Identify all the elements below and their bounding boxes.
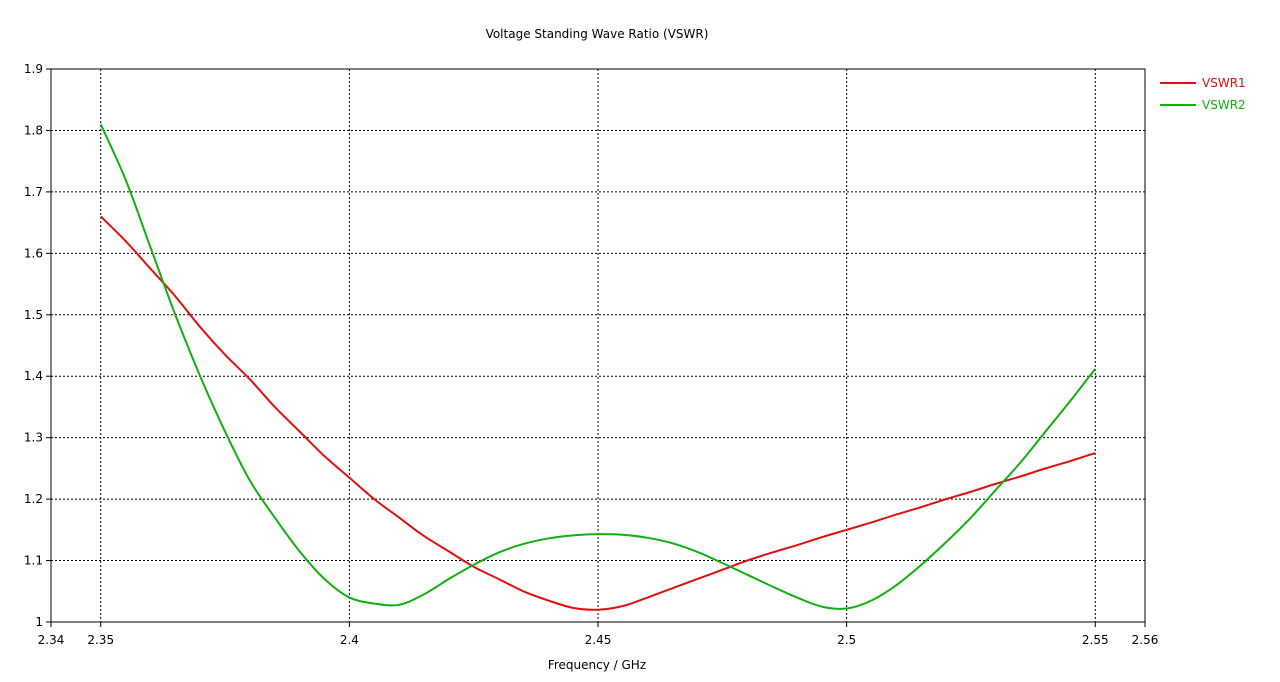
y-tick-label: 1.4 bbox=[24, 369, 43, 383]
y-tick-label: 1.7 bbox=[24, 185, 43, 199]
y-tick-label: 1.5 bbox=[24, 308, 43, 322]
y-tick-label: 1 bbox=[35, 615, 43, 629]
x-axis-ticks: 2.34 2.35 2.4 2.45 2.5 2.55 2.56 bbox=[38, 622, 1159, 647]
x-tick-label: 2.55 bbox=[1082, 633, 1109, 647]
x-tick-label: 2.5 bbox=[837, 633, 856, 647]
legend: VSWR1 VSWR2 bbox=[1160, 76, 1246, 112]
y-tick-label: 1.1 bbox=[24, 554, 43, 568]
y-axis-ticks: 1 1.1 1.2 1.3 1.4 1.5 1.6 1.7 1.8 1.9 bbox=[24, 62, 51, 629]
x-axis-label: Frequency / GHz bbox=[548, 658, 646, 672]
x-tick-label: 2.35 bbox=[87, 633, 114, 647]
series-layer bbox=[99, 123, 1097, 611]
x-tick-label: 2.45 bbox=[585, 633, 612, 647]
series-line-vswr2 bbox=[99, 123, 1097, 610]
x-tick-label: 2.34 bbox=[38, 633, 65, 647]
y-tick-label: 1.6 bbox=[24, 246, 43, 260]
y-tick-label: 1.2 bbox=[24, 492, 43, 506]
y-tick-label: 1.8 bbox=[24, 123, 43, 137]
y-tick-label: 1.9 bbox=[24, 62, 43, 76]
x-tick-label: 2.4 bbox=[340, 633, 359, 647]
y-tick-label: 1.3 bbox=[24, 431, 43, 445]
series-line-vswr1 bbox=[100, 215, 1096, 611]
x-tick-label: 2.56 bbox=[1132, 633, 1159, 647]
legend-label-vswr1: VSWR1 bbox=[1202, 76, 1246, 90]
legend-label-vswr2: VSWR2 bbox=[1202, 98, 1246, 112]
chart-title: Voltage Standing Wave Ratio (VSWR) bbox=[486, 27, 709, 41]
